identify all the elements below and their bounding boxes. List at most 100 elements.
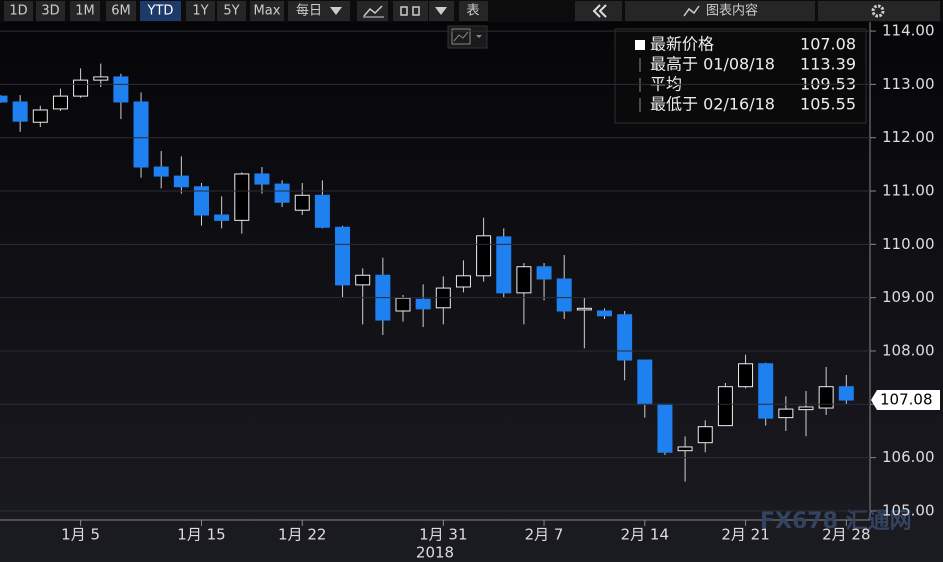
x-axis-year: 2018 [416, 544, 454, 562]
legend-value: 107.08 [800, 35, 856, 54]
gear-icon [871, 4, 885, 18]
legend-box [614, 28, 867, 124]
candle-body [476, 235, 492, 277]
range-label: Max [254, 4, 281, 19]
range-button[interactable] [250, 1, 284, 21]
range-label: YTD [147, 4, 174, 19]
dropdown-arrow [435, 7, 447, 15]
candle-body [93, 76, 109, 81]
y-tick-label: 113.00 [882, 75, 935, 93]
candle-body [778, 408, 794, 419]
range-button[interactable] [4, 1, 33, 21]
candle-body [234, 173, 250, 221]
candle-body [214, 214, 230, 221]
y-tick-label: 110.00 [882, 235, 935, 253]
candle-body [0, 95, 8, 103]
range-button[interactable] [186, 1, 215, 21]
y-tick-label: 106.00 [882, 448, 935, 466]
line-icon [363, 5, 383, 17]
candle-body [556, 278, 572, 312]
y-tick-label: 108.00 [882, 341, 935, 359]
range-label: 3D [41, 4, 59, 19]
y-tick-label: 111.00 [882, 182, 935, 200]
candle-body [294, 194, 310, 211]
chart-content-button[interactable] [625, 1, 815, 21]
table-label: 表 [466, 4, 479, 19]
y-tick-label: 105.00 [882, 501, 935, 519]
frequency-button[interactable] [288, 1, 350, 21]
toolbar: 每日 表 图表内容 1D 3D 1M 6M YTD 1Y 5Y Max [0, 0, 943, 22]
candle-body [133, 101, 149, 168]
range-label: 1M [75, 4, 95, 19]
y-tick-label: 114.00 [882, 22, 935, 40]
candle-icon [412, 6, 420, 16]
candle-body [455, 275, 471, 288]
candle-body [798, 406, 814, 411]
candle-body [355, 274, 371, 286]
candle-body [415, 298, 431, 310]
range-button[interactable] [36, 1, 65, 21]
candle-body [738, 363, 754, 388]
candle-body [274, 183, 290, 203]
legend-label: 最新价格 [650, 35, 714, 54]
chart-content-icon [683, 5, 700, 17]
range-button[interactable] [70, 1, 100, 21]
x-tick-label: 1月 5 [61, 526, 100, 544]
candle-body [818, 386, 834, 409]
collapse-button[interactable] [575, 1, 622, 21]
dropdown-arrow [330, 7, 342, 15]
candle-body [597, 310, 612, 317]
candle-body [32, 109, 48, 123]
candle-body [697, 426, 713, 444]
legend-label: 最低于 02/16/18 [650, 95, 775, 114]
price-tag-label: 107.08 [880, 391, 933, 409]
range-label: 1Y [192, 4, 208, 19]
indicator-arrow [476, 35, 482, 38]
chart-content-label: 图表内容 [706, 3, 758, 19]
candle-body [314, 194, 330, 228]
x-tick-label: 1月 15 [177, 526, 225, 544]
candle-body [536, 266, 552, 280]
legend-icon [635, 40, 645, 50]
candle-body [173, 175, 189, 188]
candle-body [516, 266, 532, 294]
x-tick-label: 1月 31 [419, 526, 467, 544]
range-label: 5Y [223, 4, 239, 19]
legend-value: 113.39 [800, 55, 856, 74]
range-label: 1D [9, 4, 27, 19]
frequency-label: 每日 [296, 3, 322, 19]
candle-body [254, 173, 270, 185]
candle-body [12, 101, 28, 122]
candle-body [617, 314, 633, 361]
range-button[interactable] [140, 1, 181, 21]
x-tick-label: 1月 22 [278, 526, 326, 544]
candle-body [717, 386, 733, 427]
candle-body [576, 307, 592, 311]
candle-body [153, 166, 169, 177]
candle-chart-button[interactable] [393, 1, 428, 21]
legend-label: 最高于 01/08/18 [650, 55, 775, 74]
settings-button[interactable] [818, 1, 940, 21]
candle-body [52, 95, 68, 110]
collapse-icon [592, 4, 607, 18]
x-tick-label: 2月 7 [525, 526, 564, 544]
indicator-icon [451, 28, 471, 45]
table-button[interactable] [459, 1, 488, 21]
x-tick-label: 2月 21 [721, 526, 769, 544]
watermark: FX678 汇通网 [760, 509, 912, 534]
candle-body [73, 79, 89, 97]
x-tick-label: 2月 14 [621, 526, 669, 544]
range-button[interactable] [106, 1, 136, 21]
range-label: 6M [111, 4, 131, 19]
candle-body [637, 359, 653, 405]
candle-body [113, 76, 129, 103]
range-button[interactable] [217, 1, 246, 21]
candle-body [395, 297, 411, 312]
y-tick-label: 109.00 [882, 288, 935, 306]
candle-body [335, 226, 351, 286]
y-tick-label: 112.00 [882, 128, 935, 146]
price-tag [871, 390, 940, 411]
candle-body [657, 403, 673, 453]
